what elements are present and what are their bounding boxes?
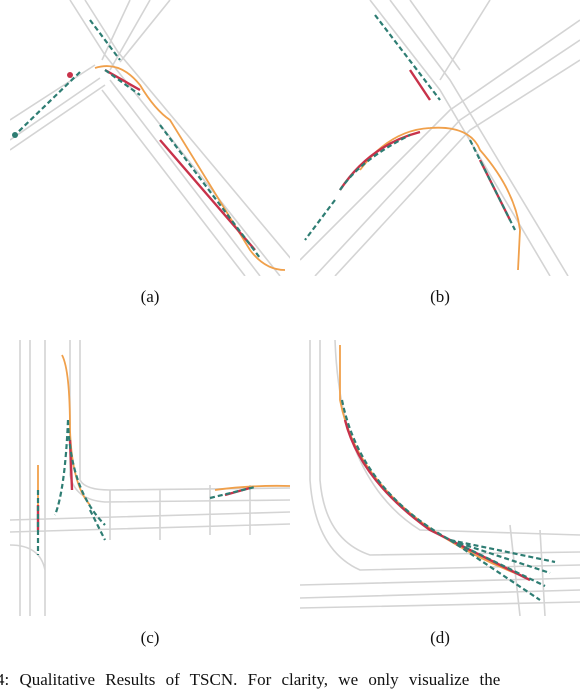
candidate bbox=[14, 19, 261, 259]
road bbox=[10, 0, 290, 276]
ground-truth bbox=[94, 65, 286, 271]
road-map bbox=[10, 0, 290, 276]
road-map bbox=[10, 340, 290, 616]
ground-truth bbox=[339, 345, 521, 576]
marker bbox=[67, 72, 73, 78]
prediction bbox=[343, 419, 531, 582]
ground-truth bbox=[37, 354, 290, 506]
panel-label: (c) bbox=[140, 628, 160, 647]
ground-truth bbox=[359, 126, 521, 271]
panel-c-image bbox=[10, 340, 290, 616]
road bbox=[10, 340, 290, 616]
panel-a-image bbox=[10, 0, 290, 276]
road bbox=[300, 0, 580, 276]
candidate bbox=[340, 399, 556, 601]
panel-d-image bbox=[300, 340, 580, 616]
road-map bbox=[300, 0, 580, 276]
road-map bbox=[300, 340, 580, 616]
candidate bbox=[304, 14, 516, 241]
panel-b-image bbox=[300, 0, 580, 276]
candidate bbox=[36, 419, 256, 555]
panel-label: (d) bbox=[430, 628, 450, 647]
marker bbox=[12, 132, 18, 138]
figure-caption: 4: Qualitative Results of TSCN. For clar… bbox=[0, 670, 501, 689]
panel-label: (b) bbox=[430, 287, 450, 306]
road bbox=[300, 340, 580, 616]
prediction bbox=[339, 69, 512, 221]
panel-label: (a) bbox=[140, 287, 160, 306]
